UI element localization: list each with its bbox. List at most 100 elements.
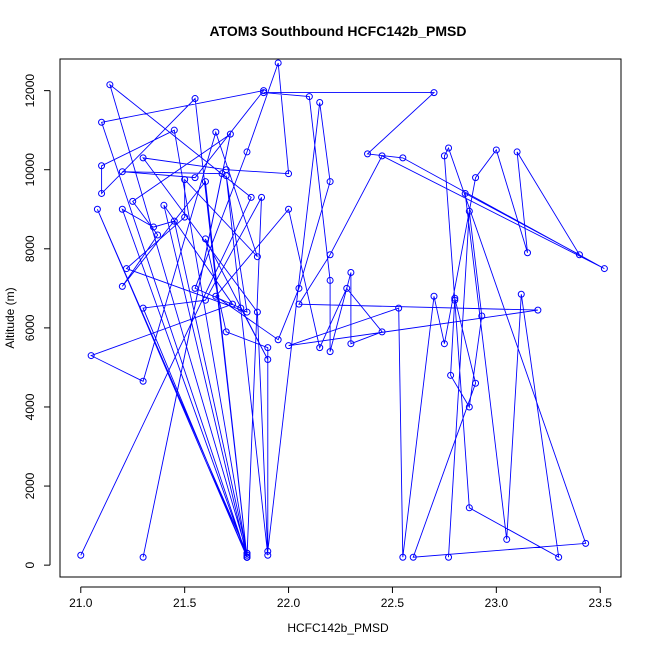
data-point — [258, 193, 266, 201]
data-point — [461, 189, 469, 197]
data-point — [243, 553, 251, 561]
data-point — [347, 269, 355, 277]
data-point — [524, 249, 531, 257]
data-point — [399, 154, 407, 162]
data-point — [118, 282, 126, 290]
x-tick-label: 22.0 — [277, 596, 301, 610]
data-point — [264, 547, 272, 555]
data-point — [218, 170, 226, 178]
chart-title: ATOM3 Southbound HCFC142b_PMSD — [210, 23, 467, 39]
x-axis: 21.0 21.5 22.0 22.5 23.0 23.5 — [69, 586, 613, 610]
data-point — [555, 553, 563, 561]
data-point — [77, 551, 85, 559]
data-point — [430, 292, 438, 300]
data-point — [295, 284, 303, 292]
data-point — [160, 201, 168, 209]
data-point — [343, 284, 351, 292]
data-point — [472, 174, 480, 182]
plot-frame — [59, 58, 622, 578]
data-point — [87, 352, 95, 360]
data-point — [326, 251, 334, 259]
data-point — [139, 377, 147, 385]
x-tick-label: 23.5 — [589, 596, 613, 610]
data-point — [378, 328, 386, 336]
data-point — [409, 553, 417, 561]
data-point — [253, 253, 261, 261]
y-tick-label: 12000 — [23, 74, 37, 108]
data-point — [326, 178, 334, 186]
data-point — [191, 174, 199, 182]
data-point — [264, 344, 272, 352]
data-point — [118, 168, 126, 176]
y-axis: 0 2000 4000 6000 8000 10000 12000 — [23, 74, 51, 568]
data-point — [139, 154, 147, 162]
data-point — [253, 308, 261, 316]
data-point — [274, 59, 282, 67]
data-point — [440, 340, 448, 348]
data-point — [378, 152, 386, 160]
data-point — [326, 348, 334, 356]
data-point — [181, 176, 189, 184]
data-point — [98, 118, 106, 126]
data-point — [122, 265, 130, 273]
series-line — [80, 62, 605, 559]
data-point — [260, 89, 268, 97]
data-point — [201, 235, 209, 243]
data-point — [150, 223, 157, 231]
data-point — [243, 308, 251, 316]
data-point — [139, 553, 147, 561]
y-tick-label: 0 — [23, 561, 37, 568]
data-point — [440, 152, 448, 160]
data-point — [222, 328, 230, 336]
data-point — [285, 170, 293, 178]
x-tick-label: 23.0 — [485, 596, 509, 610]
data-point — [430, 89, 438, 97]
x-tick-label: 21.5 — [173, 596, 197, 610]
data-point — [170, 217, 178, 225]
data-point — [600, 265, 608, 273]
data-point — [191, 284, 199, 292]
data-point — [347, 340, 355, 348]
data-point — [285, 342, 293, 350]
data-point — [447, 371, 455, 379]
data-point — [395, 304, 403, 312]
data-point — [243, 148, 251, 156]
y-axis-label: Altitude (m) — [3, 287, 17, 348]
data-point — [181, 213, 189, 221]
y-tick-label: 8000 — [23, 235, 37, 262]
data-point — [170, 126, 178, 134]
data-point — [247, 193, 255, 201]
data-point — [274, 336, 282, 344]
data-point — [503, 535, 511, 543]
data-point — [264, 356, 272, 364]
x-tick-label: 21.0 — [69, 596, 93, 610]
data-point — [139, 304, 147, 312]
data-point — [478, 312, 486, 320]
data-point — [226, 130, 234, 138]
data-point — [285, 205, 293, 213]
data-point — [445, 553, 453, 561]
y-tick-label: 6000 — [23, 314, 37, 341]
data-point — [513, 148, 521, 156]
data-point — [212, 292, 220, 300]
data-point — [582, 539, 590, 547]
data-point — [93, 205, 101, 213]
data-point — [191, 95, 199, 103]
data-point — [106, 81, 114, 89]
x-axis-label: HCFC142b_PMSD — [287, 621, 389, 635]
data-point — [201, 296, 209, 304]
data-point — [212, 128, 220, 136]
series-layer — [77, 59, 608, 561]
data-point — [465, 403, 473, 411]
data-point — [98, 189, 106, 197]
data-point — [264, 551, 272, 559]
data-point — [316, 98, 324, 106]
data-point — [364, 150, 372, 158]
data-point — [465, 207, 473, 215]
data-point — [228, 300, 236, 308]
data-point — [305, 93, 313, 101]
data-point — [316, 344, 324, 352]
x-tick-label: 22.5 — [381, 596, 405, 610]
data-point — [295, 300, 303, 308]
